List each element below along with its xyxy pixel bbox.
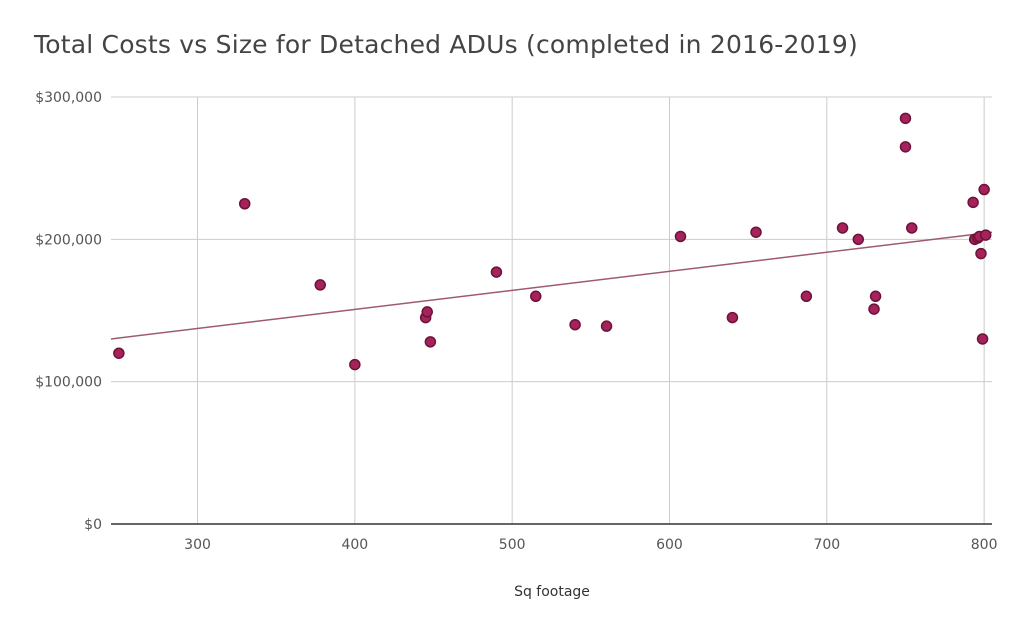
data-point — [852, 233, 865, 246]
data-point — [978, 183, 990, 196]
x-tick-label: 800 — [971, 537, 998, 553]
data-point — [869, 290, 882, 303]
trendline-layer — [110, 231, 993, 340]
data-point — [314, 279, 326, 291]
data-point — [899, 141, 912, 153]
data-point — [674, 230, 687, 243]
data-points — [113, 112, 992, 371]
x-tick-label: 400 — [341, 537, 368, 553]
data-point — [868, 303, 880, 315]
tick-labels: $0 $100,000 $200,000 $300,000 300 400 500 600 70… — [35, 90, 997, 553]
data-point — [750, 226, 762, 238]
data-point — [530, 290, 542, 303]
y-tick-label: $0 — [84, 517, 102, 533]
data-point — [836, 222, 849, 234]
x-axis-title: Sq footage — [514, 584, 590, 600]
data-point — [569, 318, 581, 331]
data-point — [600, 320, 613, 332]
data-point — [979, 229, 992, 241]
data-point — [976, 333, 989, 345]
data-point — [349, 358, 361, 371]
data-point — [899, 112, 912, 125]
data-point — [800, 290, 813, 303]
data-point — [975, 247, 987, 260]
y-tick-label: $300,000 — [35, 90, 102, 106]
x-tick-label: 300 — [184, 537, 211, 553]
data-point — [726, 311, 739, 324]
data-point — [906, 222, 918, 234]
x-tick-label: 500 — [499, 537, 526, 553]
x-tick-label: 700 — [813, 537, 840, 553]
data-point — [490, 266, 503, 278]
chart-title: Total Costs vs Size for Detached ADUs (c… — [34, 30, 858, 59]
y-tick-label: $200,000 — [35, 232, 102, 248]
gridlines — [111, 96, 992, 524]
data-point — [238, 198, 251, 210]
data-point — [421, 306, 433, 318]
data-point — [967, 196, 979, 209]
data-point — [424, 336, 437, 348]
x-tick-label: 600 — [656, 537, 683, 553]
data-point — [113, 347, 125, 359]
trendline — [110, 231, 993, 340]
y-tick-label: $100,000 — [35, 375, 102, 391]
